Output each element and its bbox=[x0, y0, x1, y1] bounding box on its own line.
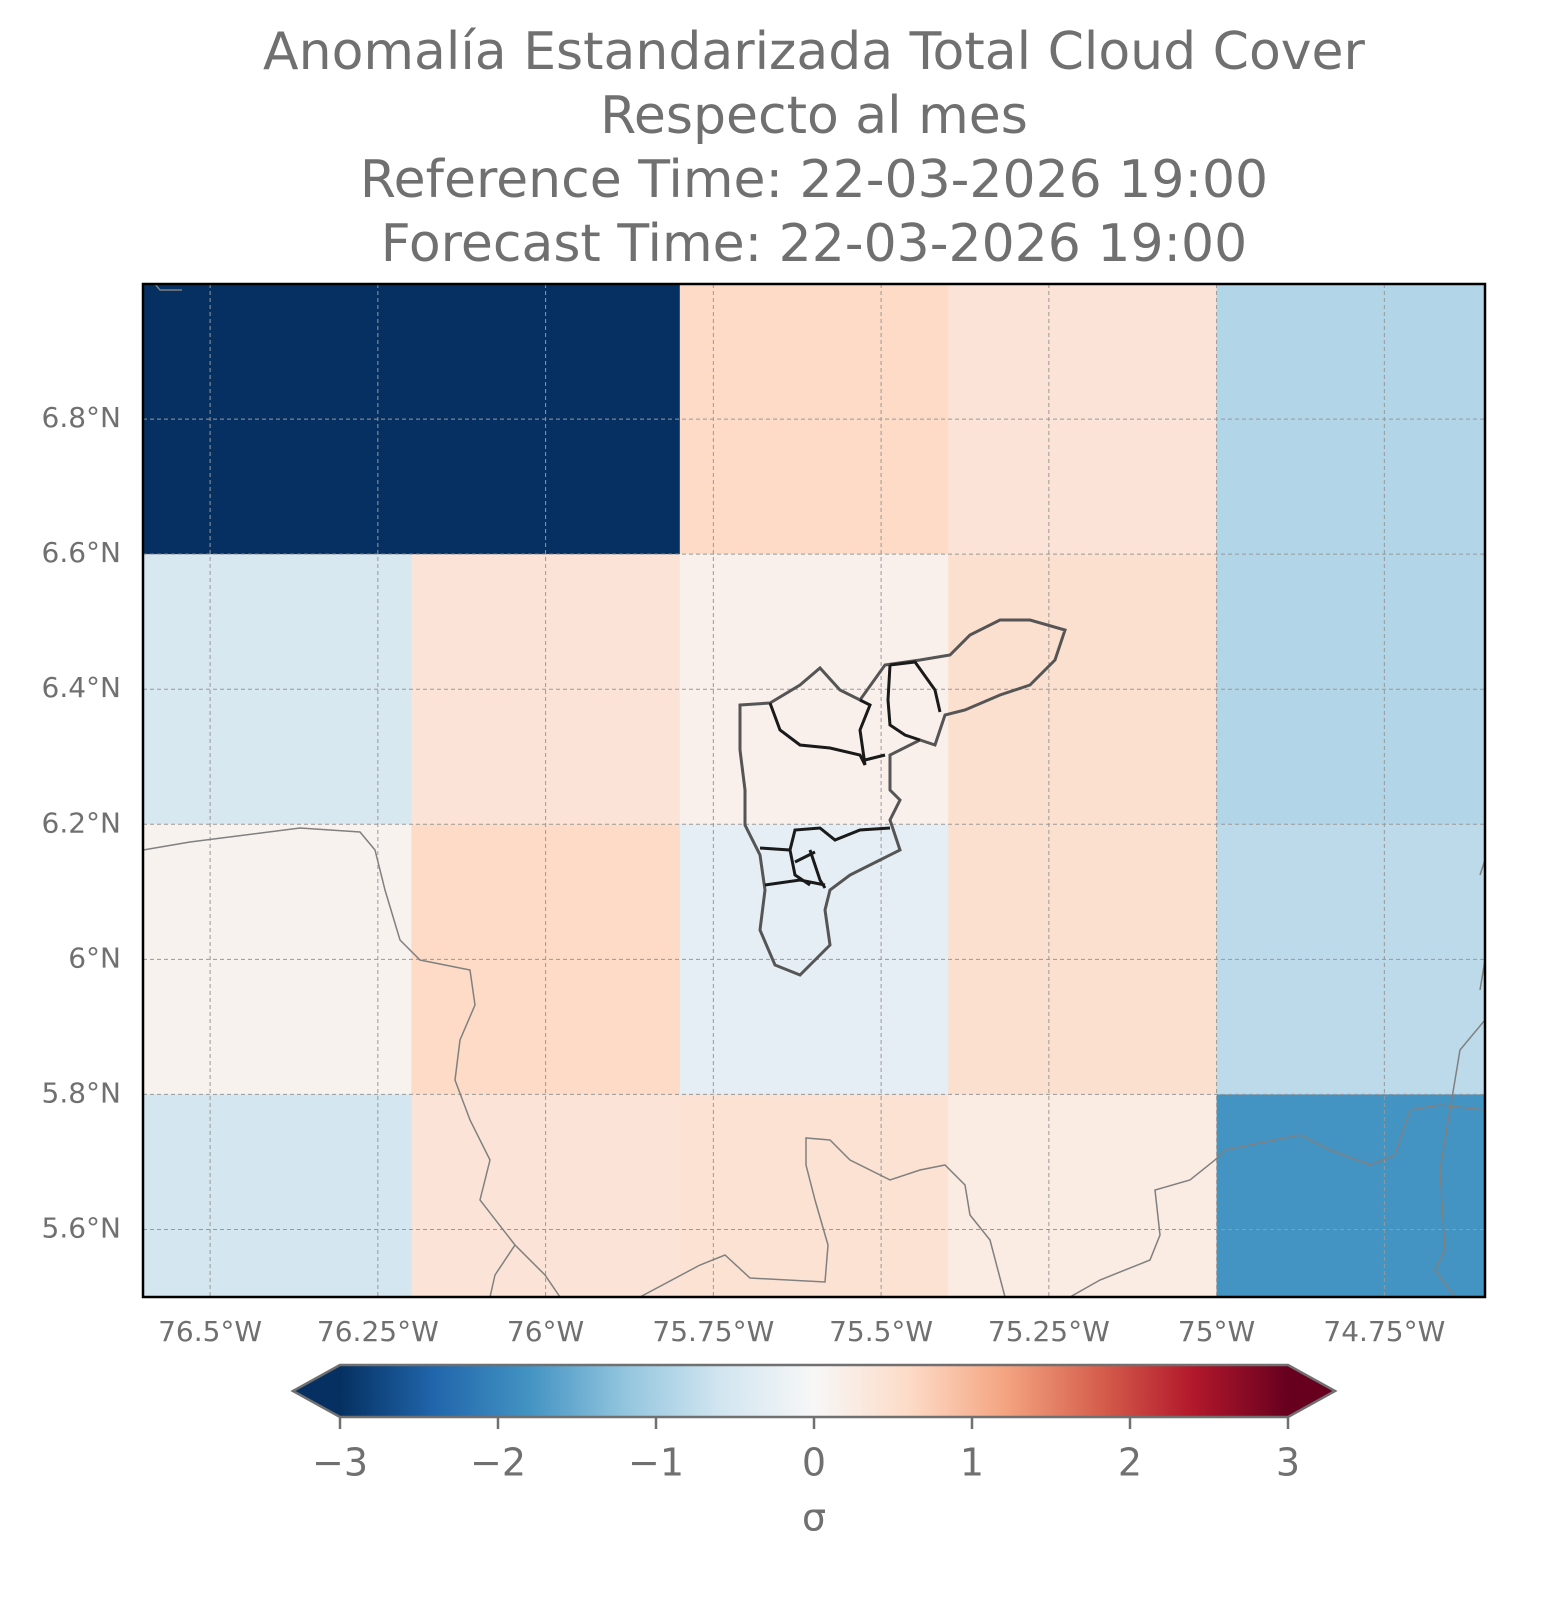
colorbar-tick-label: 0 bbox=[802, 1441, 826, 1485]
plot-frame bbox=[141, 282, 1487, 1299]
colorbar: −3 −2 −1 0 1 2 3 bbox=[290, 1363, 1338, 1485]
title: Anomalía Estandarizada Total Cloud Cover… bbox=[263, 22, 1365, 274]
title-line: Reference Time: 22-03-2026 19:00 bbox=[360, 150, 1268, 210]
colorbar-tick-label: 2 bbox=[1118, 1441, 1142, 1485]
y-tick-label: 5.6°N bbox=[42, 1211, 121, 1244]
coastline bbox=[143, 284, 1485, 1297]
y-tick-label: 6.8°N bbox=[42, 401, 121, 434]
cell bbox=[1216, 1094, 1485, 1297]
colorbar-tick-label: −2 bbox=[470, 1441, 526, 1485]
colorbar-tick-label: 1 bbox=[960, 1441, 984, 1485]
y-tick-label: 6.6°N bbox=[42, 536, 121, 569]
x-tick-label: 74.75°W bbox=[1323, 1315, 1445, 1348]
colorbar-label: σ bbox=[802, 1496, 826, 1540]
colorbar-tick-label: 3 bbox=[1276, 1441, 1300, 1485]
title-line: Anomalía Estandarizada Total Cloud Cover bbox=[263, 22, 1365, 82]
cell bbox=[143, 1094, 412, 1297]
map-outlines bbox=[143, 284, 1485, 1297]
title-line: Forecast Time: 22-03-2026 19:00 bbox=[381, 214, 1247, 274]
y-tick-label: 6°N bbox=[68, 941, 121, 974]
cell bbox=[948, 1094, 1218, 1297]
colorbar-tick-label: −3 bbox=[312, 1441, 368, 1485]
x-tick-label: 75°W bbox=[1178, 1315, 1255, 1348]
x-tick-label: 75.25°W bbox=[988, 1315, 1110, 1348]
municipal-borders bbox=[759, 660, 942, 889]
colorbar-tick-label: −1 bbox=[628, 1441, 684, 1485]
grid bbox=[143, 284, 1485, 1297]
colorbar-body bbox=[340, 1365, 1288, 1417]
colorbar-extend-low bbox=[293, 1365, 340, 1417]
y-tick-label: 6.2°N bbox=[42, 806, 121, 839]
title-line: Respecto al mes bbox=[600, 86, 1028, 146]
x-tick-label: 75.75°W bbox=[652, 1315, 774, 1348]
x-tick-label: 75.5°W bbox=[829, 1315, 933, 1348]
colorbar-extend-high bbox=[1288, 1365, 1335, 1417]
y-tick-label: 6.4°N bbox=[42, 671, 121, 704]
x-tick-label: 76.25°W bbox=[317, 1315, 439, 1348]
y-tick-label: 5.8°N bbox=[42, 1076, 121, 1109]
x-tick-label: 76°W bbox=[507, 1315, 584, 1348]
x-tick-label: 76.5°W bbox=[158, 1315, 262, 1348]
